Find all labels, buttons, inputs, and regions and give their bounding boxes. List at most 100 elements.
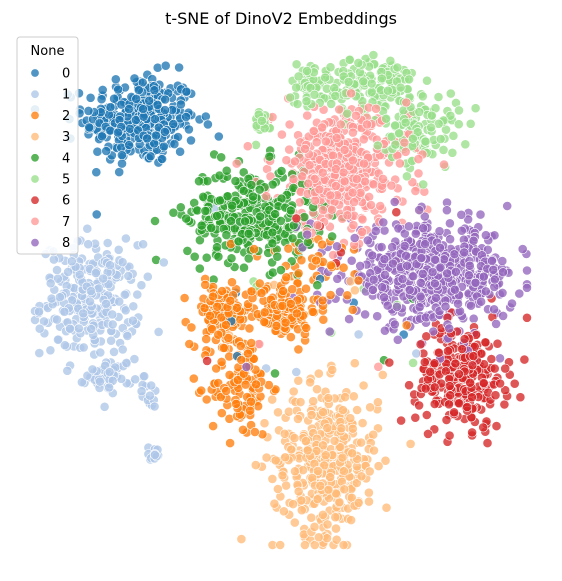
scatter-point-class-4 xyxy=(270,368,280,379)
scatter-point-class-8 xyxy=(367,250,378,261)
scatter-point-class-5 xyxy=(404,74,414,85)
scatter-point-class-1 xyxy=(106,335,116,346)
scatter-point-class-5 xyxy=(407,133,418,144)
scatter-point-class-8 xyxy=(463,270,474,281)
scatter-point-class-3 xyxy=(267,394,278,405)
scatter-point-class-0 xyxy=(175,99,186,110)
legend-marker-6 xyxy=(30,195,40,205)
scatter-point-class-6 xyxy=(515,392,526,403)
scatter-point-class-2 xyxy=(208,421,218,431)
scatter-point-class-3 xyxy=(338,466,349,477)
scatter-point-class-6 xyxy=(429,358,440,369)
scatter-point-class-2 xyxy=(259,307,270,318)
scatter-point-class-7 xyxy=(413,168,424,179)
scatter-point-class-6 xyxy=(441,415,452,425)
scatter-point-class-7 xyxy=(373,361,384,372)
scatter-point-class-8 xyxy=(346,255,357,266)
scatter-point-class-7 xyxy=(351,174,362,184)
scatter-point-class-3 xyxy=(380,455,391,466)
scatter-point-class-3 xyxy=(289,433,300,443)
scatter-point-class-2 xyxy=(311,255,321,266)
scatter-point-class-5 xyxy=(438,144,449,155)
scatter-point-class-3 xyxy=(405,438,416,449)
scatter-point-class-5 xyxy=(465,118,476,129)
scatter-point-class-6 xyxy=(444,381,455,391)
scatter-point-class-1 xyxy=(95,376,105,387)
scatter-point-class-4 xyxy=(215,195,225,206)
scatter-point-class-5 xyxy=(394,128,404,139)
legend: None 0 1 2 3 4 5 6 7 8 xyxy=(16,36,79,255)
scatter-point-class-3 xyxy=(353,497,364,508)
scatter-point-class-1 xyxy=(117,344,128,355)
scatter-point-class-1 xyxy=(121,233,131,244)
scatter-point-class-1 xyxy=(83,239,94,250)
scatter-point-class-3 xyxy=(348,391,359,402)
legend-label-3: 3 xyxy=(62,130,70,145)
scatter-point-class-7 xyxy=(317,167,328,178)
scatter-point-class-5 xyxy=(309,89,320,100)
scatter-point-class-1 xyxy=(63,266,73,277)
scatter-point-class-1 xyxy=(82,223,93,234)
scatter-point-class-4 xyxy=(239,262,249,273)
scatter-point-class-7 xyxy=(320,136,331,147)
scatter-point-class-2 xyxy=(243,348,253,359)
scatter-point-class-8 xyxy=(475,209,486,220)
scatter-point-class-0 xyxy=(101,146,112,156)
scatter-point-class-5 xyxy=(325,62,336,73)
scatter-point-class-3 xyxy=(278,506,289,517)
scatter-point-class-6 xyxy=(423,428,433,439)
scatter-point-class-7 xyxy=(300,143,310,154)
scatter-point-class-4 xyxy=(243,228,254,239)
scatter-point-class-0 xyxy=(175,146,185,157)
scatter-point-class-3 xyxy=(312,465,323,476)
scatter-point-class-7 xyxy=(303,178,314,189)
scatter-point-class-8 xyxy=(468,235,479,246)
legend-label-0: 0 xyxy=(62,67,70,82)
scatter-point-class-0 xyxy=(160,60,171,71)
scatter-point-class-3 xyxy=(306,409,317,420)
scatter-point-class-2 xyxy=(236,355,247,365)
scatter-point-class-1 xyxy=(46,293,57,304)
scatter-point-class-1 xyxy=(127,315,138,326)
scatter-point-class-8 xyxy=(403,221,414,232)
scatter-point-class-3 xyxy=(317,509,328,520)
scatter-point-class-3 xyxy=(313,532,324,543)
scatter-point-class-8 xyxy=(430,254,440,265)
scatter-point-class-8 xyxy=(370,226,381,236)
scatter-point-class-7 xyxy=(348,220,359,230)
scatter-point-class-5 xyxy=(301,96,312,107)
scatter-point-class-1 xyxy=(95,347,106,358)
scatter-point-class-3 xyxy=(293,486,304,497)
scatter-point-class-0 xyxy=(133,85,144,95)
scatter-point-class-4 xyxy=(214,170,225,181)
scatter-point-class-0 xyxy=(174,62,184,73)
scatter-point-class-6 xyxy=(478,422,489,433)
scatter-point-class-2 xyxy=(246,338,257,348)
scatter-point-class-8 xyxy=(440,301,451,312)
scatter-point-class-5 xyxy=(358,76,369,87)
scatter-point-class-7 xyxy=(288,174,299,185)
scatter-point-class-2 xyxy=(240,379,251,390)
scatter-point-class-1 xyxy=(78,308,89,319)
scatter-point-class-3 xyxy=(290,466,300,477)
scatter-point-class-5 xyxy=(401,171,412,182)
scatter-point-class-2 xyxy=(179,293,190,303)
scatter-point-class-6 xyxy=(499,399,510,410)
scatter-point-class-6 xyxy=(410,412,421,423)
scatter-point-class-8 xyxy=(450,266,461,277)
legend-item-1: 1 xyxy=(30,88,70,103)
scatter-point-class-3 xyxy=(372,397,383,408)
scatter-point-class-3 xyxy=(250,460,261,470)
scatter-point-class-7 xyxy=(410,186,421,196)
scatter-point-class-7 xyxy=(349,197,359,207)
scatter-point-class-0 xyxy=(84,122,95,133)
scatter-point-class-0 xyxy=(158,141,169,152)
scatter-point-class-8 xyxy=(441,205,452,216)
legend-marker-7 xyxy=(30,216,40,226)
chart-title: t-SNE of DinoV2 Embeddings xyxy=(165,9,397,28)
scatter-point-class-4 xyxy=(240,216,250,227)
scatter-point-class-8 xyxy=(372,311,383,322)
scatter-point-class-0 xyxy=(85,92,96,103)
scatter-point-class-5 xyxy=(326,99,337,109)
scatter-point-class-4 xyxy=(182,245,193,256)
